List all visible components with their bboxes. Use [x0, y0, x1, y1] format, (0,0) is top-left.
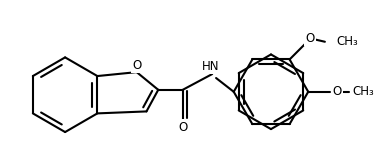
Text: CH₃: CH₃ — [337, 35, 358, 48]
Text: HN: HN — [201, 60, 219, 73]
Text: O: O — [178, 121, 187, 134]
Text: O: O — [333, 85, 342, 98]
Text: O: O — [132, 59, 141, 72]
Text: CH₃: CH₃ — [352, 85, 374, 98]
Text: O: O — [306, 32, 315, 45]
